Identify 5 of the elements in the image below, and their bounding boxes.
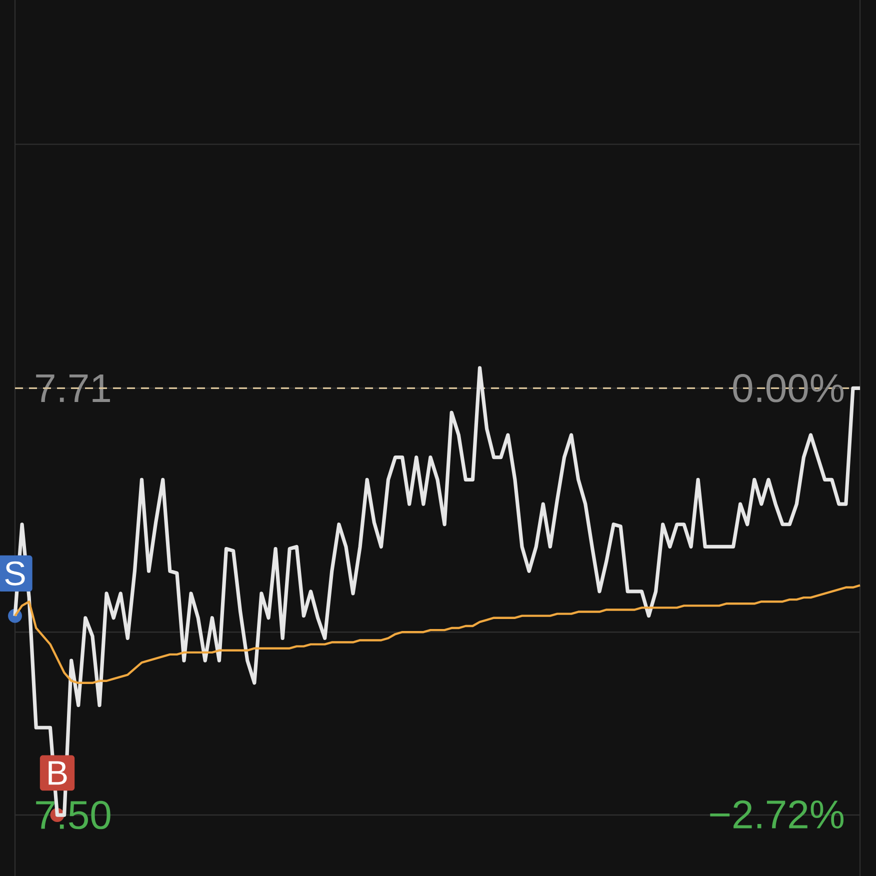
y2-tick-label: 0.00% [733, 374, 844, 402]
y-tick-label: 7.71 [36, 374, 110, 402]
annotation: B [48, 761, 67, 785]
y2-tick-label: −2.72% [710, 800, 844, 828]
annotation: S [5, 561, 25, 586]
